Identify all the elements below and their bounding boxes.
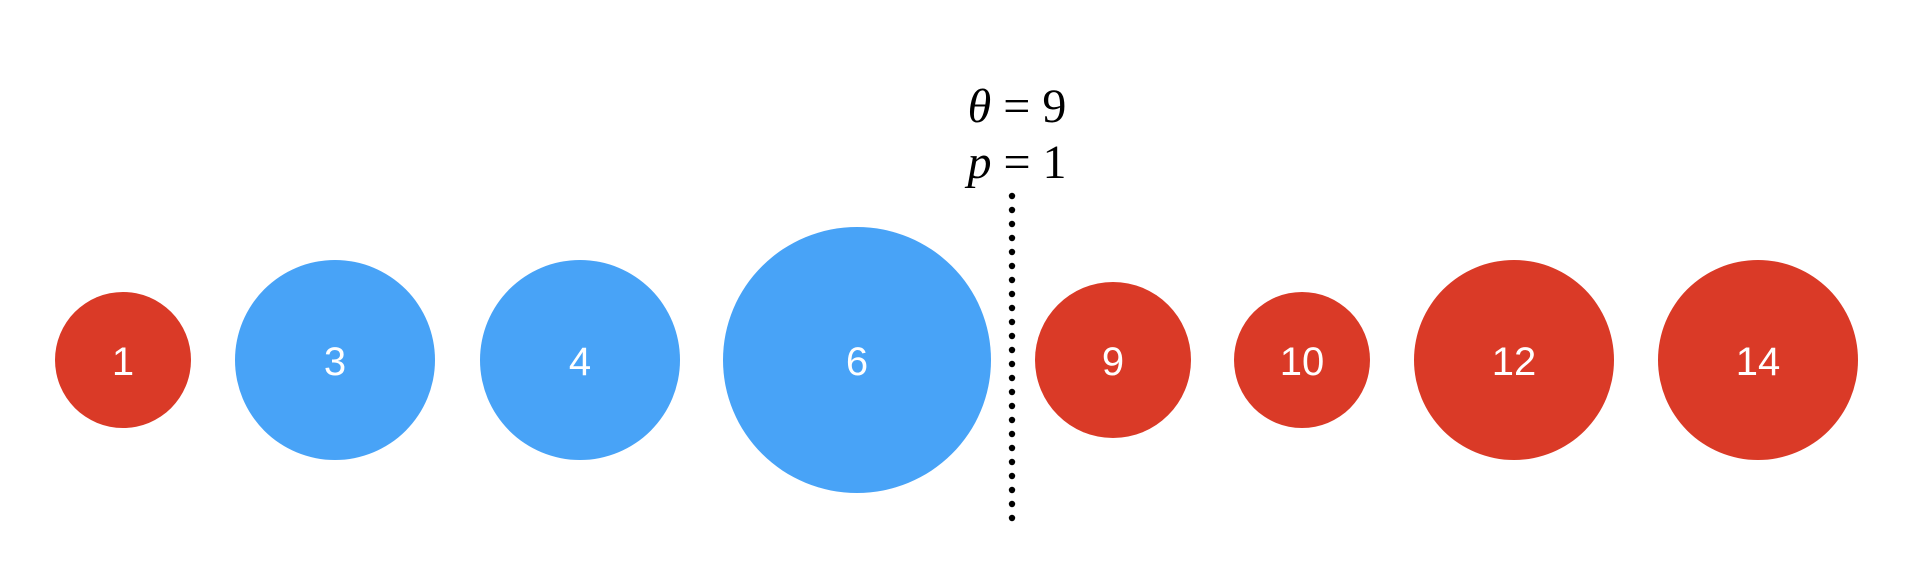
node-label: 12 <box>1492 340 1537 384</box>
divider-dot <box>1008 304 1016 312</box>
divider-dot <box>1008 248 1016 256</box>
node-circle <box>723 227 991 493</box>
node-circle <box>1658 260 1858 460</box>
node-label: 14 <box>1736 340 1781 384</box>
node-circle <box>1234 292 1370 428</box>
divider-dot <box>1008 234 1016 242</box>
node-4: 4 <box>480 260 680 460</box>
node-label: 1 <box>112 340 134 384</box>
divider-dot <box>1008 332 1016 340</box>
divider-dot <box>1008 388 1016 396</box>
node-row: 1 3 4 6 9 10 12 14 <box>55 227 1858 493</box>
node-label: 6 <box>846 340 868 384</box>
divider-dot <box>1008 346 1016 354</box>
divider-dot <box>1008 276 1016 284</box>
threshold-divider-line <box>1008 192 1016 522</box>
divider-dot <box>1008 220 1016 228</box>
node-1: 1 <box>55 292 191 428</box>
divider-dot <box>1008 192 1016 200</box>
divider-dot <box>1008 206 1016 214</box>
node-label: 3 <box>324 340 346 384</box>
divider-dot <box>1008 290 1016 298</box>
p-value: 1 <box>1043 136 1067 189</box>
node-circle <box>480 260 680 460</box>
p-symbol: p <box>964 136 991 189</box>
theta-equation: θ = 9 <box>968 80 1067 133</box>
p-equals: = <box>1003 136 1030 189</box>
node-label: 4 <box>569 340 591 384</box>
divider-dot <box>1008 472 1016 480</box>
divider-dot <box>1008 500 1016 508</box>
node-9: 9 <box>1035 282 1191 438</box>
theta-value: 9 <box>1042 80 1066 133</box>
theta-symbol: θ <box>968 80 992 133</box>
node-6: 6 <box>723 227 991 493</box>
divider-dot <box>1008 514 1016 522</box>
divider-dot <box>1008 262 1016 270</box>
node-14: 14 <box>1658 260 1858 460</box>
node-label: 9 <box>1102 340 1124 384</box>
node-circle <box>235 260 435 460</box>
divider-dot <box>1008 374 1016 382</box>
node-3: 3 <box>235 260 435 460</box>
node-10: 10 <box>1234 292 1370 428</box>
node-12: 12 <box>1414 260 1614 460</box>
p-equation: p = 1 <box>964 136 1066 189</box>
node-circle <box>1414 260 1614 460</box>
divider-dot <box>1008 444 1016 452</box>
threshold-annotation: θ = 9 p = 1 <box>964 80 1066 189</box>
divider-dot <box>1008 318 1016 326</box>
divider-dot <box>1008 486 1016 494</box>
divider-dot <box>1008 430 1016 438</box>
node-circle <box>55 292 191 428</box>
divider-dot <box>1008 416 1016 424</box>
divider-dot <box>1008 402 1016 410</box>
node-circle <box>1035 282 1191 438</box>
divider-dot <box>1008 458 1016 466</box>
divider-dot <box>1008 360 1016 368</box>
node-label: 10 <box>1280 340 1325 384</box>
theta-equals: = <box>1003 80 1030 133</box>
